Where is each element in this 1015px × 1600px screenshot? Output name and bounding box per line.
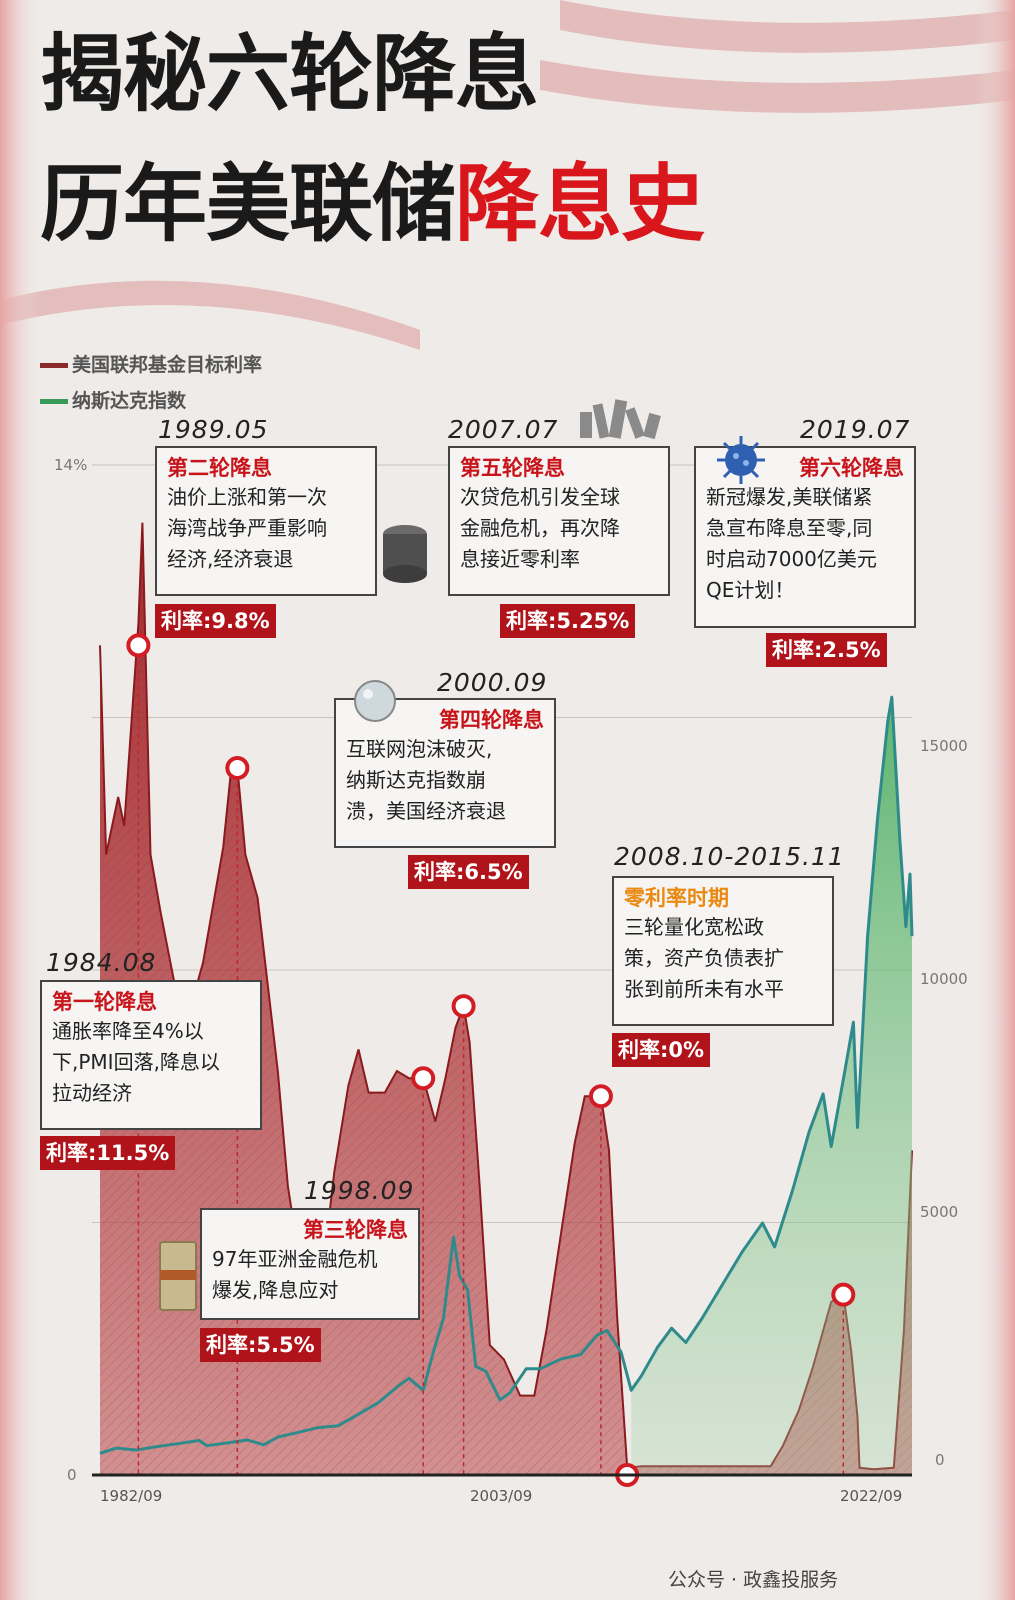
y-right-tick-15000: 15000 [920, 737, 968, 755]
card-line: 策，资产负债表扩 [624, 946, 784, 970]
card-line: 爆发,降息应对 [212, 1278, 339, 1302]
rate-badge-round5: 利率:5.25% [500, 604, 636, 638]
legend-fed-rate-label: 美国联邦基金目标利率 [72, 354, 263, 376]
virus-icon [717, 436, 765, 484]
card-line: 97年亚洲金融危机 [212, 1247, 378, 1271]
annotation-card-round6: 第六轮降息 新冠爆发,美联储紧 急宣布降息至零,同 时启动7000亿美元 QE计… [694, 446, 916, 628]
flag-stripes-decoration [0, 0, 1015, 350]
rate-badge-round3: 利率:5.5% [200, 1328, 321, 1362]
card-title: 第四轮降息 [439, 708, 544, 732]
card-line: 经济,经济衰退 [167, 547, 294, 571]
legend-swatch-green [40, 399, 68, 404]
card-line: QE计划！ [706, 578, 795, 602]
page-subtitle: 历年美联储降息史 [40, 155, 705, 253]
card-line: 海湾战争严重影响 [167, 516, 327, 540]
rate-cut-marker [225, 756, 250, 780]
card-line: 互联网泡沫破灭, [346, 737, 493, 761]
legend-swatch-red [40, 363, 68, 368]
subtitle-black: 历年美联储 [40, 155, 456, 253]
rate-cut-marker [451, 994, 476, 1019]
card-line: 油价上涨和第一次 [167, 485, 327, 509]
card-line: 时启动7000亿美元 [706, 547, 877, 571]
annotation-date-2007: 2007.07 [448, 415, 559, 444]
nasdaq-area [631, 697, 912, 1475]
subtitle-red: 降息史 [455, 155, 705, 253]
x-tick-2003: 2003/09 [470, 1487, 533, 1505]
rate-cut-marker [126, 633, 151, 658]
annotation-card-zero-rate: 零利率时期 三轮量化宽松政 策，资产负债表扩 张到前所未有水平 [612, 876, 834, 1026]
rate-badge-round6: 利率:2.5% [766, 633, 887, 667]
card-line: 溃，美国经济衰退 [346, 799, 506, 823]
card-line: 息接近零利率 [460, 547, 580, 571]
collapsing-buildings-icon [580, 399, 661, 440]
rate-badge-zero: 利率:0% [612, 1033, 711, 1067]
annotation-card-round3: 第三轮降息 97年亚洲金融危机 爆发,降息应对 [200, 1208, 420, 1320]
page-title: 揭秘六轮降息 [40, 25, 539, 123]
annotation-card-round1: 第一轮降息 通胀率降至4%以 下,PMI回落,降息以 拉动经济 [40, 980, 262, 1130]
annotation-card-round4: 第四轮降息 互联网泡沫破灭, 纳斯达克指数崩 溃，美国经济衰退 [334, 698, 556, 848]
rate-cut-marker [588, 1084, 613, 1109]
annotation-date-1998: 1998.09 [304, 1176, 415, 1205]
card-line: 下,PMI回落,降息以 [52, 1050, 220, 1074]
x-tick-1982: 1982/09 [100, 1487, 163, 1505]
card-title: 第三轮降息 [303, 1218, 408, 1242]
oil-barrel-icon [383, 525, 427, 583]
card-line: 张到前所未有水平 [624, 977, 784, 1001]
annotation-date-2000: 2000.09 [437, 668, 548, 697]
card-line: 纳斯达克指数崩 [346, 768, 486, 792]
rate-cut-marker [411, 1066, 436, 1091]
rate-badge-round2: 利率:9.8% [155, 604, 276, 638]
card-line: 通胀率降至4%以 [52, 1019, 204, 1043]
annotation-date-1984: 1984.08 [46, 948, 157, 977]
card-title: 第六轮降息 [799, 456, 904, 480]
card-line: 新冠爆发,美联储紧 [706, 485, 873, 509]
rate-cut-marker [831, 1282, 856, 1307]
y-left-tick-top: 14% [54, 456, 88, 474]
legend-fed-rate: 美国联邦基金目标利率 [40, 350, 262, 377]
y-right-tick-0: 0 [935, 1451, 945, 1469]
x-tick-2022: 2022/09 [840, 1487, 903, 1505]
nasdaq-line [99, 695, 914, 1455]
card-title: 零利率时期 [624, 886, 729, 910]
annotation-date-2019: 2019.07 [800, 415, 911, 444]
annotation-card-round2: 第二轮降息 油价上涨和第一次 海湾战争严重影响 经济,经济衰退 [155, 446, 377, 596]
annotation-date-zero-period: 2008.10-2015.11 [614, 842, 845, 871]
annotation-card-round5: 第五轮降息 次贷危机引发全球 金融危机，再次降 息接近零利率 [448, 446, 670, 596]
annotation-date-1989: 1989.05 [158, 415, 269, 444]
legend-nasdaq: 纳斯达克指数 [40, 386, 186, 413]
card-line: 三轮量化宽松政 [624, 915, 764, 939]
rate-badge-round4: 利率:6.5% [408, 855, 529, 889]
money-icon [159, 1241, 197, 1311]
rate-badge-round1: 利率:11.5% [40, 1136, 176, 1170]
card-line: 次贷危机引发全球 [460, 485, 620, 509]
y-right-tick-5000: 5000 [920, 1203, 959, 1221]
card-title: 第二轮降息 [167, 456, 272, 480]
legend-nasdaq-label: 纳斯达克指数 [72, 390, 187, 412]
footer-source: 公众号 · 政鑫投服务 [668, 1569, 839, 1591]
dotcom-bubble-icon [354, 680, 396, 722]
card-line: 拉动经济 [52, 1081, 132, 1105]
card-title: 第五轮降息 [460, 456, 565, 480]
card-title: 第一轮降息 [52, 990, 157, 1014]
card-line: 金融危机，再次降 [460, 516, 620, 540]
y-left-tick-zero: 0 [67, 1466, 77, 1484]
card-line: 急宣布降息至零,同 [706, 516, 873, 540]
y-right-tick-10000: 10000 [920, 970, 968, 988]
